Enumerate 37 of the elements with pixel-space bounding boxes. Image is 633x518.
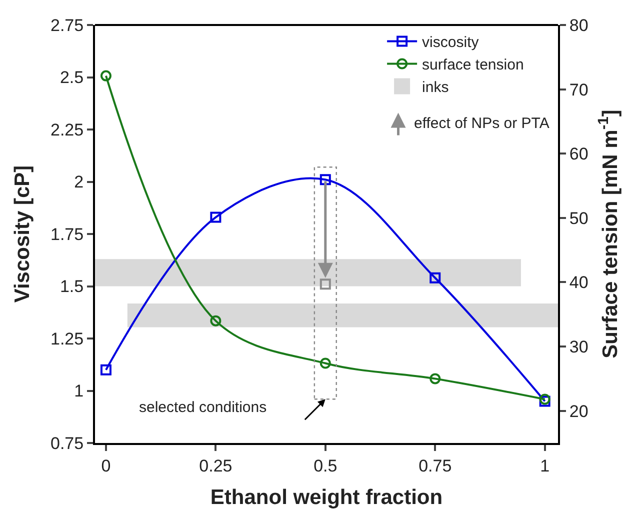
y2-tick-label: 80 xyxy=(569,16,588,35)
y-tick-label: 1 xyxy=(74,382,84,401)
y-tick-label: 2.25 xyxy=(50,120,84,140)
x-axis-title: Ethanol weight fraction xyxy=(210,486,443,510)
point xyxy=(320,278,331,290)
point xyxy=(430,272,441,284)
x-tick-label: 0 xyxy=(101,456,111,476)
x-tick-label: 0.25 xyxy=(199,456,232,476)
point xyxy=(320,358,331,369)
y2-tick-label: 60 xyxy=(569,144,588,164)
y-axis-title: Viscosity [cP] xyxy=(11,165,34,303)
y-tick-label: 2.75 xyxy=(50,16,84,35)
legend-label: surface tension xyxy=(422,56,524,74)
y2-tick-label: 40 xyxy=(569,273,588,292)
point xyxy=(320,174,331,186)
y-tick-label: 1.25 xyxy=(50,329,84,348)
y-tick-label: 2 xyxy=(74,172,84,192)
y-tick-label: 2.5 xyxy=(60,68,84,88)
x-tick-label: 1 xyxy=(540,456,550,476)
y2-tick-label: 50 xyxy=(569,208,588,228)
y-tick-label: 1.75 xyxy=(50,224,84,244)
legend-label: inks xyxy=(422,79,449,96)
point xyxy=(210,212,222,223)
annotation: effect of NPs or PTA xyxy=(414,115,550,132)
x-tick-label: 0.75 xyxy=(418,456,452,476)
legend-label: viscosity xyxy=(422,34,480,52)
y-tick-label: 0.75 xyxy=(50,434,84,453)
point xyxy=(210,315,222,326)
y2-tick-label: 20 xyxy=(569,402,588,421)
y2-tick-label: 70 xyxy=(569,80,588,100)
point xyxy=(430,373,441,384)
point xyxy=(100,364,112,376)
y2-tick-label: 30 xyxy=(569,337,588,356)
annotation: selected conditions xyxy=(139,399,267,416)
point xyxy=(100,70,112,82)
y-tick-label: 1.5 xyxy=(60,277,84,296)
x-tick-label: 0.5 xyxy=(314,456,338,476)
